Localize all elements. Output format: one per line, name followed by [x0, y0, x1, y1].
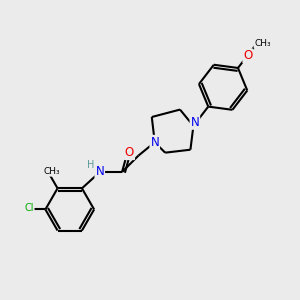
Text: H: H — [87, 160, 94, 170]
Text: Cl: Cl — [24, 203, 34, 213]
Text: CH₃: CH₃ — [43, 167, 60, 176]
Text: O: O — [243, 50, 253, 62]
Text: N: N — [190, 116, 199, 129]
Text: O: O — [125, 146, 134, 159]
Text: CH₃: CH₃ — [254, 39, 271, 48]
Text: N: N — [150, 136, 159, 149]
Text: N: N — [95, 166, 104, 178]
